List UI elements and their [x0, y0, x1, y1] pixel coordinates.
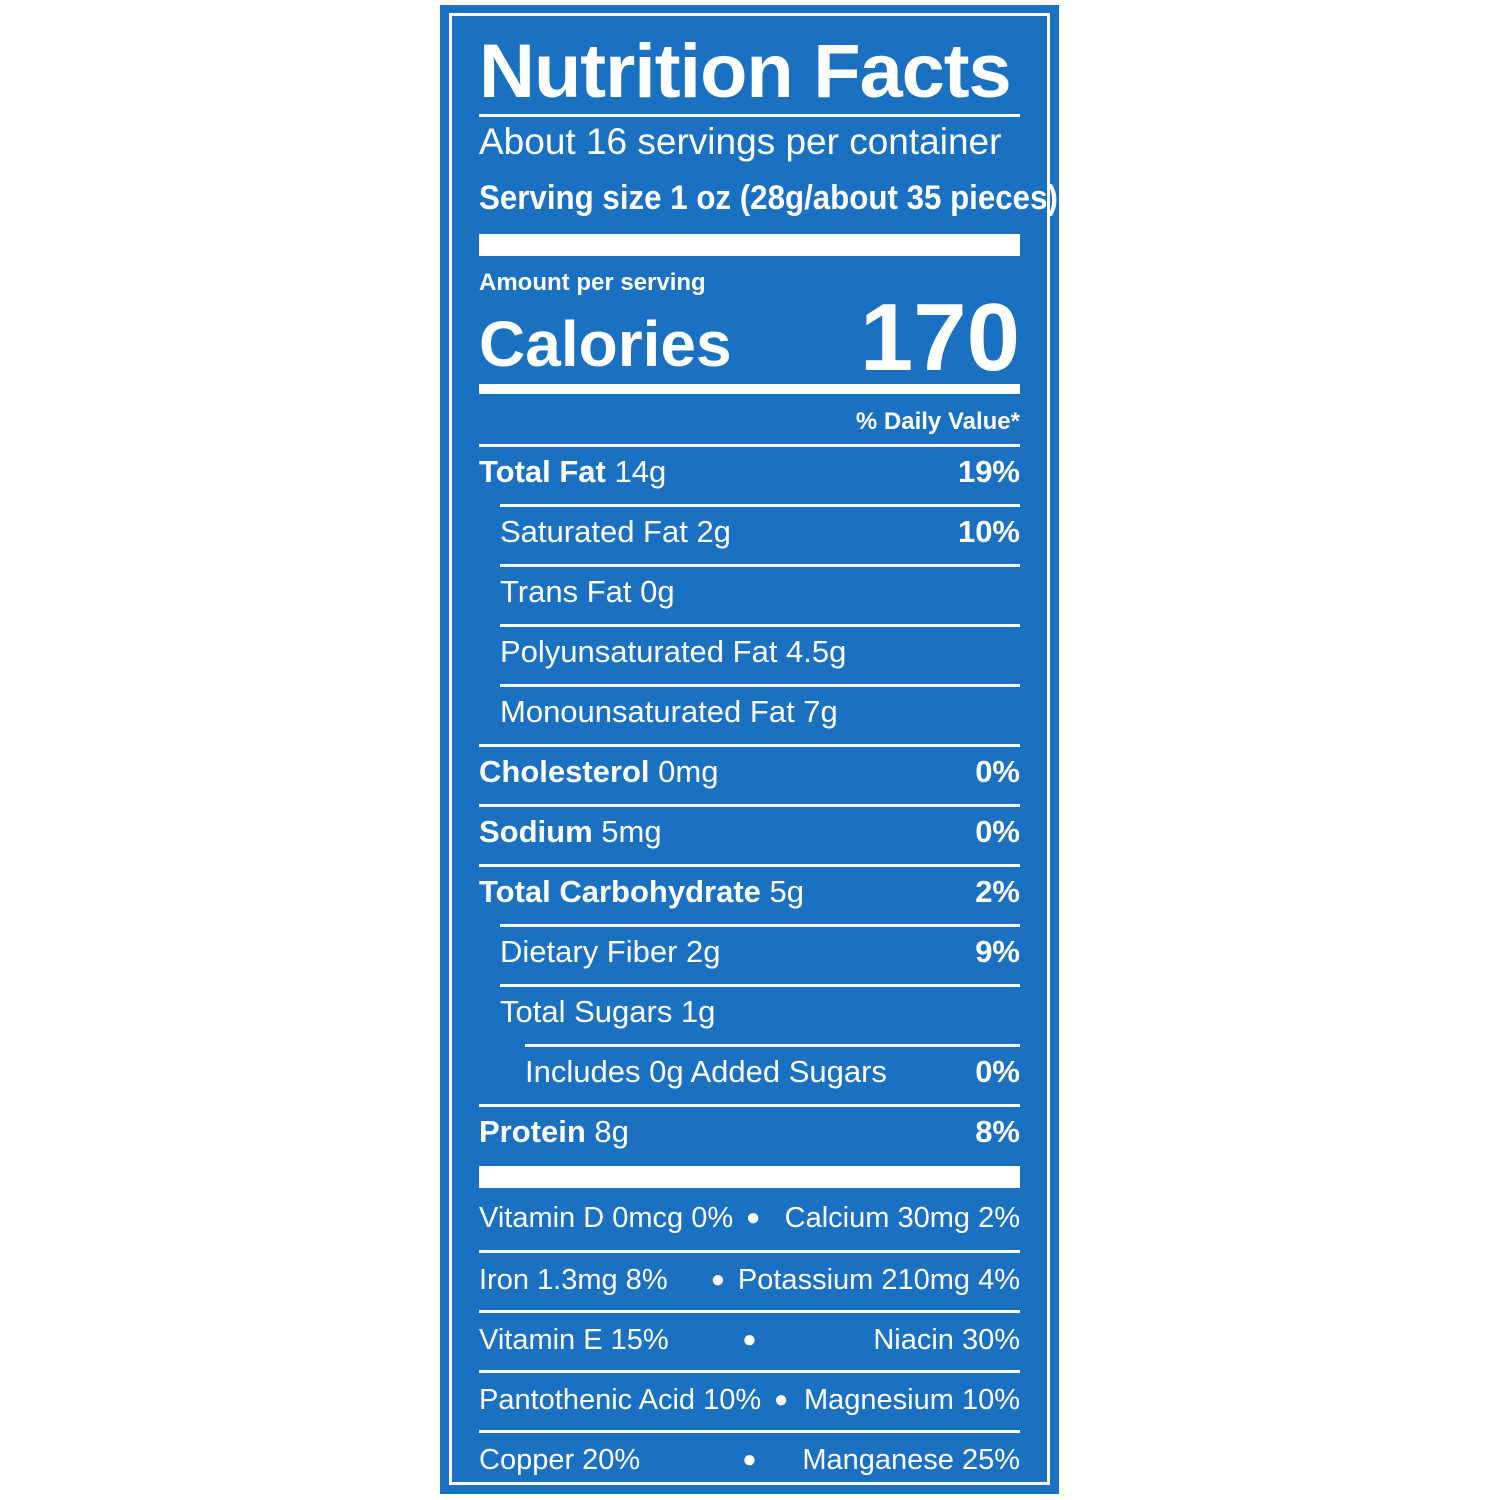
nutrient-name: Sodium — [479, 814, 593, 849]
nutrient-row: Total Carbohydrate 5g 2% — [479, 862, 1020, 922]
bullet-icon: ● — [742, 1446, 757, 1473]
divider — [500, 624, 1020, 627]
nutrient-dv: 9% — [975, 934, 1020, 969]
nutrient-dv: 10% — [957, 514, 1020, 549]
vitamin-right: Potassium 210mg 4% — [737, 1264, 1020, 1296]
nutrient-dv: 19% — [957, 454, 1020, 489]
nutrient-row: Saturated Fat 2g 10% — [479, 502, 1020, 562]
bullet-icon: ● — [773, 1386, 789, 1413]
nutrient-name: Cholesterol — [479, 754, 650, 789]
servings-per-container: About 16 servings per container — [479, 121, 1002, 162]
divider — [479, 1370, 1020, 1373]
nutrient-dv: 0% — [975, 814, 1020, 849]
vitamin-left: Vitamin E 15% — [479, 1324, 669, 1356]
nutrient-row: Protein 8g 8% — [479, 1102, 1020, 1162]
vitamin-right: Magnesium 10% — [804, 1384, 1020, 1416]
nutrient-row: Total Fat 14g 19% — [479, 442, 1020, 502]
nutrient-name: Polyunsaturated Fat 4.5g — [500, 634, 847, 669]
nutrient-row: Monounsaturated Fat 7g — [479, 682, 1020, 742]
divider — [500, 924, 1020, 927]
label-title: Nutrition Facts — [479, 29, 1012, 114]
divider — [525, 1044, 1020, 1047]
nutrient-amount: 14g — [614, 454, 667, 489]
calories-label: Calories — [479, 308, 732, 380]
bullet-icon: ● — [745, 1204, 761, 1231]
vitamin-left: Iron 1.3mg 8% — [479, 1264, 668, 1296]
divider — [479, 114, 1020, 117]
nutrient-row: Includes 0g Added Sugars 0% — [479, 1042, 1020, 1102]
nutrient-row: Trans Fat 0g — [479, 562, 1020, 622]
nutrient-amount: 5mg — [601, 814, 662, 849]
medium-divider — [479, 384, 1020, 394]
vitamin-left: Vitamin D 0mcg 0% — [479, 1202, 734, 1234]
divider — [500, 984, 1020, 987]
divider — [479, 1310, 1020, 1313]
vitamin-right: Niacin 30% — [873, 1324, 1020, 1356]
divider — [500, 564, 1020, 567]
vitamin-left: Pantothenic Acid 10% — [479, 1384, 762, 1416]
nutrient-name: Monounsaturated Fat 7g — [500, 694, 838, 729]
nutrient-amount: 8g — [594, 1114, 629, 1149]
thick-divider — [479, 1166, 1020, 1188]
nutrient-row: Sodium 5mg 0% — [479, 802, 1020, 862]
label-border: Nutrition Facts About 16 servings per co… — [449, 13, 1058, 1485]
divider — [479, 744, 1020, 747]
nutrient-row: Cholesterol 0mg 0% — [479, 742, 1020, 802]
nutrient-name: Includes 0g Added Sugars — [525, 1054, 887, 1089]
divider — [479, 804, 1020, 807]
vitamin-row: Iron 1.3mg 8% ● Potassium 210mg 4% — [479, 1250, 1020, 1310]
divider — [479, 1430, 1020, 1433]
vitamin-right: Manganese 25% — [802, 1444, 1020, 1476]
daily-value-header: % Daily Value* — [855, 408, 1020, 435]
vitamin-row: Pantothenic Acid 10% ● Magnesium 10% — [479, 1370, 1020, 1430]
nutrient-dv: 2% — [975, 874, 1020, 909]
nutrient-name: Dietary Fiber 2g — [500, 934, 721, 969]
thick-divider — [479, 234, 1020, 256]
vitamin-left: Copper 20% — [479, 1444, 641, 1476]
divider — [479, 1250, 1020, 1253]
nutrient-dv: 0% — [975, 1054, 1020, 1089]
divider — [479, 444, 1020, 447]
nutrient-name: Trans Fat 0g — [500, 574, 675, 609]
divider — [479, 864, 1020, 867]
vitamin-row: Vitamin D 0mcg 0% ● Calcium 30mg 2% — [479, 1188, 1020, 1248]
bullet-icon: ● — [710, 1266, 726, 1293]
serving-size: Serving size 1 oz (28g/about 35 pieces) — [479, 179, 1058, 217]
bullet-icon: ● — [742, 1326, 757, 1353]
nutrient-dv: 0% — [975, 754, 1020, 789]
nutrient-dv: 8% — [975, 1114, 1020, 1149]
calories-value: 170 — [859, 284, 1020, 391]
nutrient-name: Saturated Fat 2g — [500, 514, 731, 549]
nutrient-row: Polyunsaturated Fat 4.5g — [479, 622, 1020, 682]
amount-per-serving: Amount per serving — [479, 269, 706, 296]
nutrient-amount: 5g — [769, 874, 805, 909]
nutrient-name: Total Fat — [479, 454, 606, 489]
nutrient-amount: 0mg — [658, 754, 719, 789]
vitamin-row: Vitamin E 15% ● Niacin 30% — [479, 1310, 1020, 1370]
vitamin-right: Calcium 30mg 2% — [784, 1202, 1020, 1234]
nutrient-row: Dietary Fiber 2g 9% — [479, 922, 1020, 982]
nutrient-row: Total Sugars 1g — [479, 982, 1020, 1042]
divider — [500, 504, 1020, 507]
nutrient-name: Total Carbohydrate — [479, 874, 761, 909]
divider — [479, 1104, 1020, 1107]
vitamin-row: Copper 20% ● Manganese 25% — [479, 1430, 1020, 1490]
nutrient-name: Total Sugars 1g — [500, 994, 716, 1029]
nutrient-name: Protein — [479, 1114, 586, 1149]
divider — [500, 684, 1020, 687]
nutrition-label: Nutrition Facts About 16 servings per co… — [440, 5, 1059, 1494]
